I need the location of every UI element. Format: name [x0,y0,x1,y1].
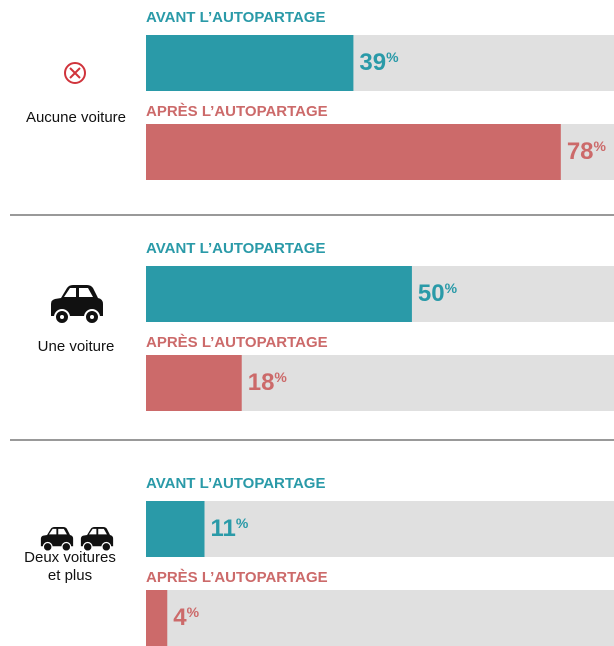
value-label: 78% [567,138,607,166]
series-label: APRÈS L’AUTOPARTAGE [146,334,328,351]
series-label: AVANT L’AUTOPARTAGE [146,475,325,492]
category-label: Une voiture [37,338,115,355]
series-label: AVANT L’AUTOPARTAGE [146,9,325,26]
car-icon [51,285,103,325]
value-label: 39% [359,49,399,77]
two-cars-icon [40,526,114,552]
bar [146,124,561,180]
bar [146,501,205,557]
series-label: APRÈS L’AUTOPARTAGE [146,569,328,586]
value-label: 18% [248,369,288,397]
value-label: 11% [211,515,249,543]
bar [146,355,242,411]
value-label: 50% [418,280,458,308]
bar [146,266,412,322]
bar-track [146,590,614,646]
bar [146,35,354,91]
bar [146,590,168,646]
value-label: 4% [173,604,199,632]
no-car-icon [64,62,86,84]
series-label: APRÈS L’AUTOPARTAGE [146,103,328,120]
category-label: Deux voitures et plus [24,549,116,584]
category-label: Aucune voiture [25,109,127,126]
series-label: AVANT L’AUTOPARTAGE [146,240,325,257]
bar-track [146,501,614,557]
